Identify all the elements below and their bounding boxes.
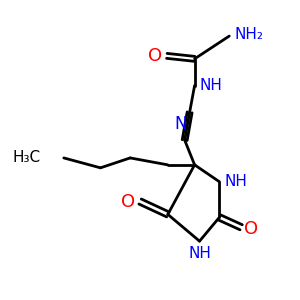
Text: NH₂: NH₂ [234, 27, 263, 42]
Text: O: O [121, 193, 135, 211]
Text: NH: NH [224, 174, 247, 189]
Text: NH: NH [188, 246, 211, 261]
Text: O: O [148, 47, 162, 65]
Text: H₃C: H₃C [13, 150, 41, 165]
Text: O: O [244, 220, 258, 238]
Text: NH: NH [200, 78, 222, 93]
Text: N: N [174, 115, 187, 133]
